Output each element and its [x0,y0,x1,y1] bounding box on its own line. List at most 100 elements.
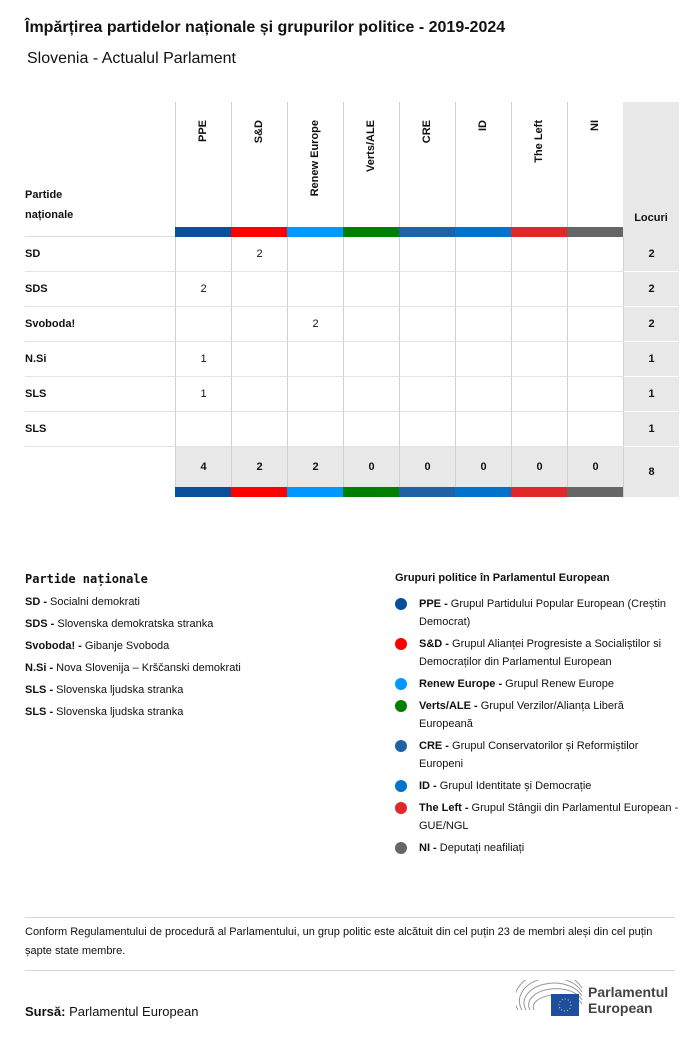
party-label: SD [25,237,175,272]
group-color-bar [511,227,567,237]
seat-cell [567,272,623,307]
row-total: 1 [623,342,679,377]
seat-cell [175,237,231,272]
group-total: 0 [511,447,567,487]
party-name: Slovenska demokratska stranka [54,618,214,630]
seat-cell [287,377,343,412]
group-legend-item: The Left - Grupul Stângii din Parlamentu… [395,799,680,835]
seat-cell [455,272,511,307]
divider [25,917,675,918]
chart-title: Împărțirea partidelor naționale și grupu… [25,19,506,36]
group-color-bar [399,487,455,497]
group-total: 0 [455,447,511,487]
row-total: 1 [623,377,679,412]
seat-cell [231,377,287,412]
party-name: Slovenska ljudska stranka [53,706,184,718]
party-name: Socialni demokrati [47,596,140,608]
chart-subtitle: Slovenia - Actualul Parlament [27,50,236,67]
group-total: 2 [231,447,287,487]
seat-cell [231,342,287,377]
group-header: Renew Europe [287,102,343,227]
party-legend-item: N.Si - Nova Slovenija – Krščanski demokr… [25,662,241,684]
group-abbr: ID - [419,780,437,792]
seat-cell [511,237,567,272]
source: Sursă: Parlamentul European [25,1004,198,1019]
group-header: Verts/ALE [343,102,399,227]
group-abbr: NI - [419,842,437,854]
group-name: Grupul Conservatorilor și Reformiștilor … [419,740,639,770]
party-name: Gibanje Svoboda [81,640,170,652]
group-color-bar [231,227,287,237]
group-abbr: S&D - [419,638,449,650]
group-total: 0 [343,447,399,487]
seat-cell: 2 [175,272,231,307]
group-color-bar [175,227,231,237]
group-color-bar [567,227,623,237]
group-color-bar [455,487,511,497]
group-color-bar [343,227,399,237]
legend-dot-icon [395,638,407,650]
seat-cell: 1 [175,377,231,412]
party-label: N.Si [25,342,175,377]
hemicycle-logo-icon [514,972,583,1016]
seat-cell [511,342,567,377]
source-value: Parlamentul European [65,1004,199,1019]
group-color-bar [231,487,287,497]
seat-cell: 1 [175,342,231,377]
seat-cell [511,307,567,342]
group-color-bar [343,487,399,497]
legend-dot-icon [395,802,407,814]
group-name: Grupul Stângii din Parlamentul European … [419,802,679,832]
divider [25,970,675,971]
group-total: 2 [287,447,343,487]
seat-cell [455,237,511,272]
seat-cell [399,307,455,342]
logo-text: Parlamentul European [588,984,669,1016]
group-legend-title: Grupuri politice în Parlamentul European [395,572,610,584]
group-header: CRE [399,102,455,227]
seat-cell [511,412,567,447]
group-name: Grupul Partidului Popular European (Creș… [419,598,667,628]
legend-dot-icon [395,598,407,610]
total-header: Locuri [634,212,668,224]
seat-cell [399,342,455,377]
party-legend-item: SD - Socialni demokrati [25,596,241,618]
source-label: Sursă: [25,1004,66,1019]
group-legend-item: PPE - Grupul Partidului Popular European… [395,595,680,631]
group-header: ID [455,102,511,227]
group-color-bar [511,487,567,497]
seat-cell [511,272,567,307]
group-color-bar [399,227,455,237]
row-header: Partide naționale [25,189,74,221]
group-legend-item: S&D - Grupul Alianței Progresiste a Soci… [395,635,680,671]
group-color-bar [455,227,511,237]
seat-cell [231,412,287,447]
party-legend-title: Partide naționale [25,572,148,586]
party-label: SLS [25,412,175,447]
row-total: 2 [623,237,679,272]
group-total: 0 [567,447,623,487]
group-total: 0 [399,447,455,487]
party-legend: Partide naționale SD - Socialni demokrat… [25,572,241,718]
party-label: Svoboda! [25,307,175,342]
group-header-label: Renew Europe [308,120,321,197]
party-name: Nova Slovenija – Krščanski demokrati [53,662,241,674]
group-legend-item: Renew Europe - Grupul Renew Europe [395,675,680,693]
group-header-label: S&D [252,120,265,144]
group-color-bar [287,227,343,237]
grand-total: 8 [623,447,679,497]
group-legend: Grupuri politice în Parlamentul European… [395,572,680,861]
legend-dot-icon [395,842,407,854]
legend-dot-icon [395,678,407,690]
group-color-bar [175,487,231,497]
group-name: Grupul Alianței Progresiste a Socialiști… [419,638,662,668]
seat-cell [287,272,343,307]
party-legend-item: SDS - Slovenska demokratska stranka [25,618,241,640]
seat-cell [567,342,623,377]
seat-cell [567,412,623,447]
party-abbr: SDS - [25,618,55,630]
seat-cell [343,272,399,307]
seat-cell [343,237,399,272]
seat-cell [567,377,623,412]
seat-cell [175,412,231,447]
